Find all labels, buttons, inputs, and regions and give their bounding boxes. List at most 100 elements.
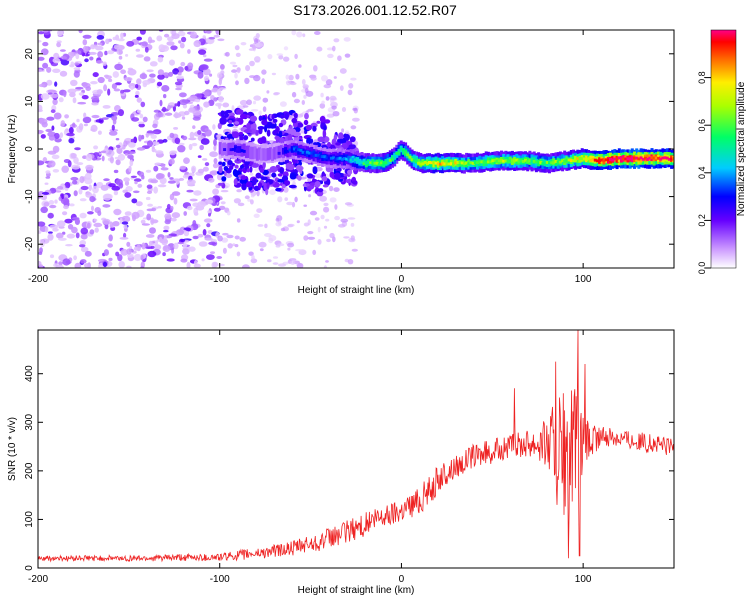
faint-speckle (240, 42, 247, 46)
noise-speckle (208, 36, 216, 40)
faint-speckle (254, 38, 259, 45)
noise-speckle (117, 38, 125, 42)
ridge-cell (452, 162, 455, 166)
ridge-cell (506, 159, 510, 163)
signal-cluster (303, 119, 309, 126)
noise-speckle (118, 261, 125, 268)
noise-speckle (208, 99, 215, 107)
ridge-cell (406, 153, 410, 157)
x-tick-label: -100 (210, 274, 230, 285)
ridge-cell (633, 156, 636, 160)
noise-speckle (212, 162, 219, 169)
noise-speckle (174, 137, 181, 145)
noise-speckle (208, 177, 215, 183)
ridge-cell (667, 157, 671, 161)
ridge-cell (434, 161, 438, 165)
noise-speckle (220, 64, 225, 70)
noise-speckle (208, 241, 217, 246)
signal-cluster (266, 129, 271, 137)
faint-speckle (296, 262, 304, 268)
ridge-cell (441, 161, 445, 165)
noise-speckle (85, 86, 91, 91)
ridge-cell (367, 161, 370, 164)
ridge-cell (565, 159, 569, 162)
faint-speckle (352, 107, 358, 111)
faint-speckle (319, 103, 326, 109)
noise-speckle (107, 88, 111, 96)
noise-speckle (193, 263, 201, 268)
ridge-cell (425, 162, 429, 165)
noise-speckle (167, 180, 176, 184)
noise-speckle (188, 246, 196, 252)
ridge-cell (591, 158, 595, 161)
ridge-cell (329, 156, 333, 160)
noise-speckle (76, 118, 80, 123)
noise-speckle (159, 99, 163, 107)
noise-speckle (89, 229, 95, 235)
noise-speckle (146, 213, 152, 221)
noise-speckle (135, 90, 140, 97)
ridge-cell (288, 148, 292, 152)
noise-speckle (218, 78, 222, 86)
ridge-cell (264, 148, 268, 161)
faint-speckle (343, 37, 351, 42)
noise-speckle (45, 170, 51, 174)
ridge-cell (443, 162, 447, 166)
noise-speckle (180, 238, 186, 243)
signal-cluster (233, 178, 238, 186)
noise-speckle (177, 145, 186, 153)
noise-speckle (218, 103, 221, 110)
ridge-cell (596, 159, 599, 163)
faint-speckle (283, 46, 289, 51)
signal-cluster (349, 136, 356, 143)
noise-speckle (42, 195, 47, 200)
noise-speckle (82, 34, 92, 39)
noise-speckle (82, 116, 92, 124)
noise-speckle (48, 134, 56, 141)
ridge-cell (537, 159, 541, 163)
noise-speckle (186, 179, 195, 186)
ridge-cell (362, 162, 366, 166)
noise-speckle (136, 147, 146, 151)
ridge-cell (630, 156, 634, 160)
noise-speckle (129, 159, 134, 167)
noise-speckle (151, 148, 157, 153)
noise-speckle (130, 175, 137, 178)
noise-speckle (202, 229, 207, 236)
colorbar-tick-label: 0.2 (697, 214, 707, 227)
ridge-cell (469, 161, 473, 165)
ridge-cell (462, 162, 466, 166)
ridge-cell (404, 151, 408, 155)
noise-speckle (142, 116, 148, 123)
ridge-cell (554, 159, 558, 167)
noise-speckle (188, 137, 197, 141)
faint-speckle (275, 244, 281, 248)
ridge-cell (260, 148, 264, 161)
noise-speckle (184, 66, 189, 71)
signal-cluster (217, 182, 224, 186)
ridge-cell (310, 151, 314, 155)
faint-speckle (234, 235, 240, 240)
ridge-cell (585, 157, 589, 161)
ridge-cell (377, 162, 381, 166)
noise-speckle (138, 134, 142, 142)
signal-cluster (255, 172, 262, 179)
signal-cluster (244, 129, 252, 134)
signal-cluster (250, 137, 255, 142)
faint-speckle (219, 87, 227, 90)
noise-speckle (114, 156, 119, 160)
faint-speckle (283, 56, 290, 62)
noise-speckle (79, 212, 87, 219)
noise-speckle (67, 160, 72, 168)
noise-speckle (133, 190, 140, 194)
noise-speckle (193, 40, 202, 48)
faint-speckle (248, 251, 254, 256)
ridge-cell (449, 162, 453, 166)
signal-cluster (228, 112, 235, 117)
noise-speckle (131, 198, 138, 204)
noise-speckle (136, 36, 142, 41)
faint-speckle (236, 251, 241, 257)
signal-cluster (280, 114, 285, 119)
ridge-cell (421, 162, 425, 166)
faint-speckle (262, 106, 267, 112)
